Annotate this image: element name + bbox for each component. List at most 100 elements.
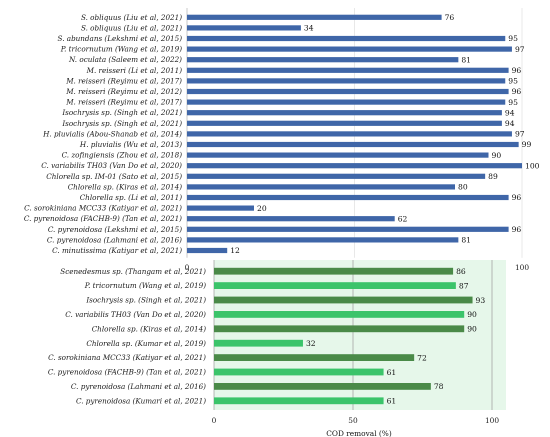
tp-bar — [187, 120, 502, 126]
tp-category-label: C. pyrenoidosa (Lekshmi et al, 2015) — [48, 225, 182, 234]
tp-bar — [187, 194, 509, 201]
tp-bar — [187, 141, 519, 148]
tp-bar — [187, 152, 489, 158]
tp-category-label: S. abundans (Lekshmi et al, 2015) — [58, 34, 183, 43]
cod-bar — [214, 296, 473, 304]
tp-bar — [187, 35, 506, 42]
tp-category-label: C. variabilis TH03 (Van Do et al, 2020) — [41, 161, 182, 170]
tp-value-label: 95 — [508, 98, 518, 107]
tp-bar — [187, 78, 506, 84]
cod-category-label: P. tricornutum (Wang et al, 2019) — [84, 281, 206, 290]
tp-value-label: 90 — [492, 151, 502, 160]
tp-value-label: 62 — [398, 214, 408, 223]
tp-bar — [187, 163, 522, 169]
tp-category-label: C. minutissima (Katiyar et al, 2021) — [52, 246, 182, 255]
tp-value-label: 99 — [522, 140, 532, 149]
cod-category-label: C. sorokiniana MCC33 (Katiyar et al, 202… — [48, 353, 206, 362]
tp-category-label: M. reisseri (Li et al, 2011) — [86, 66, 183, 75]
tp-value-label: 89 — [488, 172, 498, 181]
tp-category-label: N. oculata (Saleem et al, 2022) — [68, 55, 182, 64]
tp-bar — [187, 110, 502, 116]
cod-tick-label: 0 — [212, 416, 217, 425]
tp-bar — [187, 46, 512, 52]
tp-value-label: 81 — [461, 236, 471, 245]
tp-bar — [187, 237, 459, 243]
tp-tick-label: 100 — [515, 263, 529, 272]
tp-value-label: 94 — [505, 119, 515, 128]
tp-category-label: Chlorella sp. (Li et al, 2011) — [80, 193, 183, 202]
tp-value-label: 95 — [508, 77, 518, 86]
tp-bar — [187, 14, 442, 20]
cod-value-label: 32 — [306, 339, 316, 348]
tp-bar — [187, 216, 395, 222]
cod-bar — [214, 325, 465, 333]
cod-category-label: C. variabilis TH03 (Van Do et al, 2020) — [65, 310, 206, 319]
cod-category-label: Chlorella sp. (Kumar et al, 2019) — [86, 339, 206, 348]
tp-value-label: 80 — [458, 183, 468, 192]
cod-value-label: 61 — [387, 397, 397, 406]
tp-category-label: M. reisseri (Reyimu et al, 2012) — [65, 87, 182, 96]
cod-bar — [214, 383, 431, 390]
tp-bar — [187, 88, 509, 95]
tp-category-label: S. obliquus (Liu et al, 2021) — [81, 23, 182, 32]
cod-category-label: Scenedesmus sp. (Thangam et al, 2021) — [60, 267, 206, 276]
cod-bar — [214, 311, 465, 318]
tp-value-label: 34 — [304, 24, 314, 33]
tp-value-label: 100 — [525, 161, 540, 170]
tp-bar — [187, 205, 254, 211]
tp-category-label: H. pluvialis (Abou-Shanab et al, 2014) — [42, 129, 182, 138]
cod-category-label: C. pyrenoidosa (Lahmani et al, 2016) — [71, 382, 206, 391]
tp-category-label: S. obliquus (Liu et al, 2021) — [81, 13, 182, 22]
tp-category-label: C. pyrenoidosa (FACHB-9) (Tan et al, 202… — [24, 214, 182, 223]
tp-category-label: Isochrysis sp. (Singh et al, 2021) — [61, 108, 182, 117]
cod-category-label: Isochrysis sp. (Singh et al, 2021) — [85, 296, 206, 305]
cod-bar — [214, 282, 456, 289]
cod-value-label: 86 — [456, 267, 466, 276]
tp-value-label: 95 — [508, 34, 518, 43]
tp-category-label: C. sorokiniana MCC33 (Katiyar et al, 202… — [24, 204, 182, 213]
cod-bar — [214, 267, 454, 275]
cod-axis-title: COD removal (%) — [326, 429, 392, 437]
tp-category-label: Chlorella sp. IM-01 (Sato et al, 2015) — [46, 172, 182, 181]
tp-category-label: C. zofingiensis (Zhou et al, 2018) — [62, 151, 183, 160]
tp-bar — [187, 184, 455, 190]
cod-bar — [214, 354, 415, 361]
cod-category-label: C. pyrenoidosa (FACHB-9) (Tan et al, 202… — [48, 368, 206, 377]
cod-category-label: Chlorella sp. (Kiras et al, 2014) — [92, 324, 207, 333]
cod-value-label: 93 — [476, 296, 486, 305]
tp-value-label: 96 — [512, 225, 522, 234]
tp-category-label: P. tricornutum (Wang et al, 2019) — [60, 45, 182, 54]
tp-bar — [187, 173, 486, 179]
cod-value-label: 90 — [467, 310, 477, 319]
tp-bar — [187, 67, 509, 73]
tp-bar — [187, 25, 301, 31]
cod-value-label: 87 — [459, 281, 469, 290]
tp-value-label: 20 — [257, 204, 267, 213]
tp-value-label: 96 — [512, 87, 522, 96]
tp-category-label: C. pyrenoidosa (Lahmani et al, 2016) — [47, 235, 182, 244]
tp-category-label: M. reisseri (Reyimu et al, 2017) — [65, 76, 182, 85]
tp-bar — [187, 131, 512, 137]
cod-bar — [214, 368, 384, 376]
tp-category-label: Chlorella sp. (Kiras et al, 2014) — [68, 182, 183, 191]
tp-removal-chart: S. obliquus (Liu et al, 2021) 76 S. obliqu… — [24, 8, 540, 283]
tp-tick-label: 0 — [185, 263, 190, 272]
tp-value-label: 94 — [505, 108, 515, 117]
tp-value-label: 97 — [515, 45, 525, 54]
cod-value-label: 90 — [467, 325, 477, 334]
tp-value-label: 12 — [230, 246, 240, 255]
tp-value-label: 76 — [445, 13, 455, 22]
cod-category-label: C. pyrenoidosa (Kumari et al, 2021) — [76, 396, 206, 405]
tp-value-label: 96 — [512, 66, 522, 75]
cod-value-label: 72 — [417, 353, 427, 362]
cod-removal-chart: Scenedesmus sp. (Thangam et al, 2021) 86 P… — [48, 260, 506, 437]
tp-category-label: Isochrysis sp. (Singh et al, 2021) — [61, 119, 182, 128]
tp-value-label: 97 — [515, 130, 525, 139]
tp-bar — [187, 226, 509, 232]
tp-bar — [187, 247, 228, 254]
cod-value-label: 78 — [434, 382, 444, 391]
tp-category-label: M. reisseri (Reyimu et al, 2017) — [65, 98, 182, 107]
tp-value-label: 96 — [512, 193, 522, 202]
tp-bar — [187, 99, 506, 105]
